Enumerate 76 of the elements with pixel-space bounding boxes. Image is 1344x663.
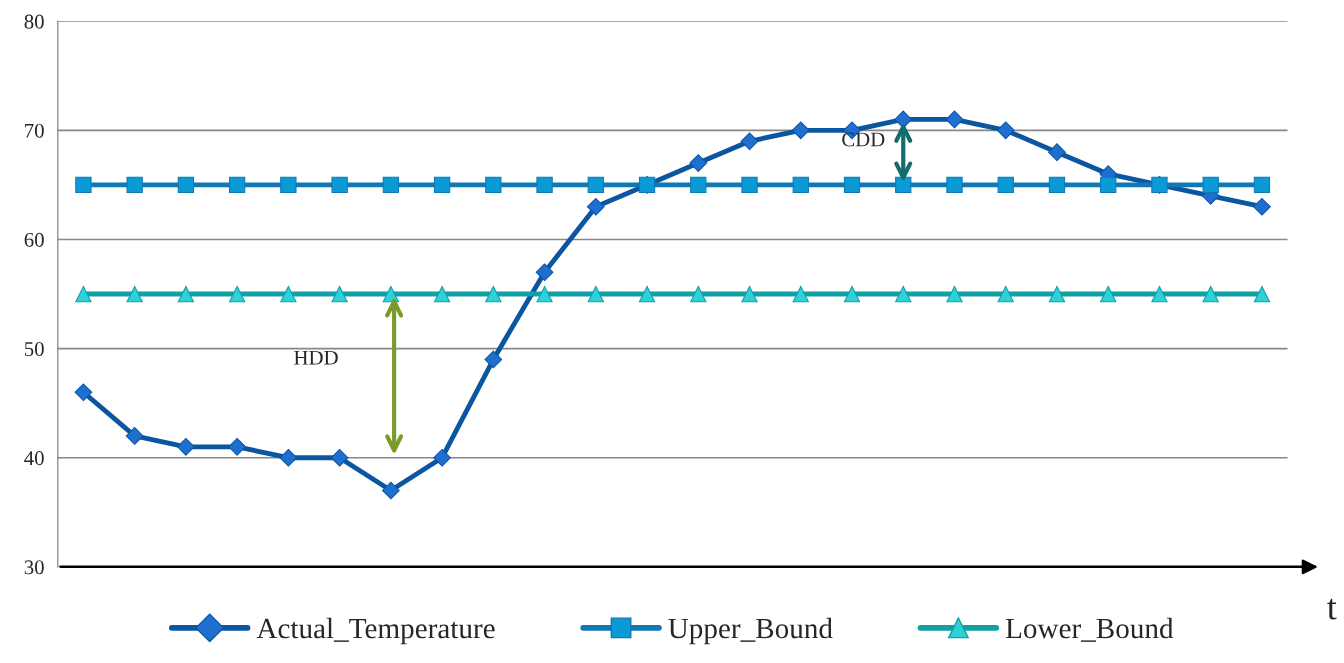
point — [177, 285, 195, 303]
point — [536, 285, 553, 303]
point — [792, 176, 809, 194]
point — [791, 121, 810, 140]
point — [536, 176, 553, 194]
point — [946, 176, 963, 194]
point — [331, 285, 348, 303]
point — [381, 481, 400, 500]
point — [895, 176, 912, 194]
point — [740, 132, 759, 151]
point — [484, 350, 503, 369]
point — [1100, 176, 1117, 194]
point — [587, 176, 604, 194]
point — [75, 285, 92, 303]
point — [587, 285, 604, 303]
annotation: CDD — [842, 132, 885, 147]
point — [331, 176, 348, 194]
point — [792, 285, 809, 303]
point — [1202, 176, 1219, 194]
point — [125, 427, 144, 445]
point — [75, 176, 92, 194]
x-axis-title: t — [1327, 598, 1337, 620]
point — [586, 197, 605, 216]
point — [638, 285, 656, 303]
point — [843, 176, 861, 194]
point — [690, 176, 707, 194]
point — [689, 154, 708, 172]
y-tick-label: 50 — [24, 341, 44, 357]
y-tick-label: 60 — [24, 232, 44, 247]
point — [843, 285, 861, 303]
point — [1253, 176, 1271, 194]
point — [433, 448, 451, 467]
point — [228, 285, 246, 303]
point — [126, 285, 143, 303]
y-tick-label: 80 — [24, 14, 44, 29]
point — [535, 263, 554, 282]
point — [1202, 285, 1219, 303]
point — [1048, 176, 1066, 194]
point — [228, 176, 246, 194]
point — [996, 121, 1015, 140]
point — [177, 176, 195, 194]
point — [741, 176, 758, 194]
point — [1151, 285, 1168, 303]
point — [741, 285, 758, 303]
y-tick-label: 30 — [24, 560, 44, 575]
point — [997, 285, 1014, 303]
point — [330, 448, 349, 467]
point — [894, 110, 913, 129]
point — [228, 437, 246, 456]
point — [279, 448, 298, 467]
y-tick-label: 70 — [25, 123, 44, 138]
point — [126, 176, 143, 194]
point — [382, 176, 400, 194]
point — [433, 285, 451, 303]
point — [1100, 285, 1117, 303]
point — [280, 285, 297, 303]
legend-label: Upper_Bound — [668, 617, 833, 645]
annotation: HDD — [294, 350, 338, 365]
point — [1253, 197, 1271, 216]
legend-label: Actual_Temperature — [256, 617, 495, 645]
point — [1253, 285, 1271, 303]
point — [1048, 143, 1066, 162]
point — [280, 176, 297, 194]
point — [997, 176, 1014, 194]
point — [690, 285, 707, 303]
point — [895, 285, 912, 303]
point — [177, 437, 195, 456]
point — [433, 176, 451, 194]
point — [946, 285, 963, 303]
legend-label: Lower_Bound — [1005, 617, 1174, 642]
point — [485, 285, 502, 303]
point — [74, 383, 93, 402]
point — [1048, 285, 1066, 303]
point — [485, 176, 502, 194]
y-tick-label: 40 — [24, 451, 44, 466]
point — [945, 110, 964, 129]
